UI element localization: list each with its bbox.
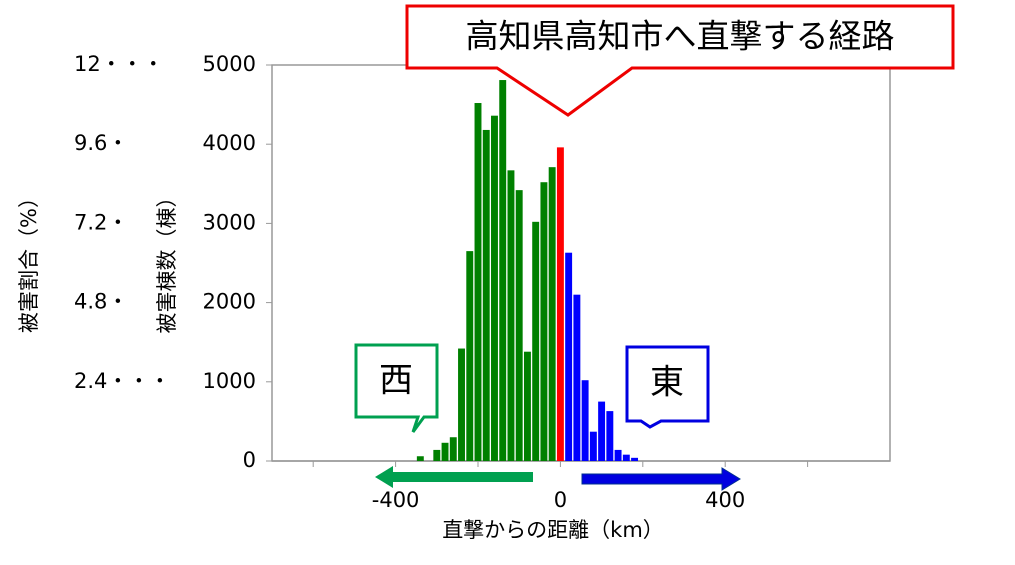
- bar: [540, 182, 548, 461]
- y2-axis-label: 被害割合（%）: [17, 187, 41, 333]
- x-tick-label: -400: [372, 488, 420, 512]
- x-tick-label: 400: [705, 488, 745, 512]
- west-arrow: [375, 466, 533, 488]
- bar: [466, 251, 474, 461]
- bar: [532, 221, 540, 461]
- west-callout: [354, 343, 439, 433]
- bar: [474, 103, 482, 462]
- bar: [614, 449, 622, 461]
- bar: [589, 431, 597, 461]
- east-callout: [625, 345, 710, 429]
- x-tick-label: 0: [554, 488, 567, 512]
- y-tick-label: 2000: [203, 290, 256, 314]
- y-tick-label: 1000: [203, 369, 256, 393]
- title-callout: [405, 4, 955, 117]
- y2-tick-label: 2.4・・・: [74, 369, 170, 393]
- y2-tick-label: 7.2・: [74, 210, 128, 234]
- y-tick-label: 0: [243, 448, 256, 472]
- bar: [433, 449, 441, 461]
- bar: [507, 170, 515, 461]
- y-tick-label: 4000: [203, 131, 256, 155]
- y2-tick-label: 4.8・: [74, 290, 128, 314]
- bar: [441, 442, 449, 461]
- chart-title: 高知県高知市へ直撃する経路: [466, 17, 895, 56]
- bar: [515, 190, 523, 462]
- bar: [482, 129, 490, 461]
- bar: [598, 401, 606, 461]
- y2-tick-label: 12・・・: [74, 52, 164, 76]
- bar: [416, 456, 424, 461]
- bar: [606, 411, 614, 461]
- marks: [266, 64, 890, 467]
- y-tick-label: 3000: [203, 210, 256, 234]
- y2-tick-label: 9.6・: [74, 131, 128, 155]
- bar: [573, 294, 581, 461]
- bar: [556, 147, 564, 462]
- bar: [458, 348, 465, 461]
- bar: [622, 454, 630, 461]
- bar: [499, 80, 507, 461]
- bar: [565, 252, 573, 461]
- bar: [449, 437, 457, 461]
- y-tick-label: 5000: [203, 52, 256, 76]
- bar: [491, 115, 498, 462]
- y-axis-label: 被害棟数（棟）: [155, 187, 179, 334]
- bar: [581, 380, 589, 461]
- east-label: 東: [650, 363, 684, 403]
- bar: [548, 167, 556, 461]
- bar: [631, 457, 639, 461]
- west-label: 西: [379, 361, 413, 401]
- east-arrow: [581, 467, 741, 491]
- bar: [523, 351, 531, 461]
- x-axis-label: 直撃からの距離（km）: [442, 518, 664, 542]
